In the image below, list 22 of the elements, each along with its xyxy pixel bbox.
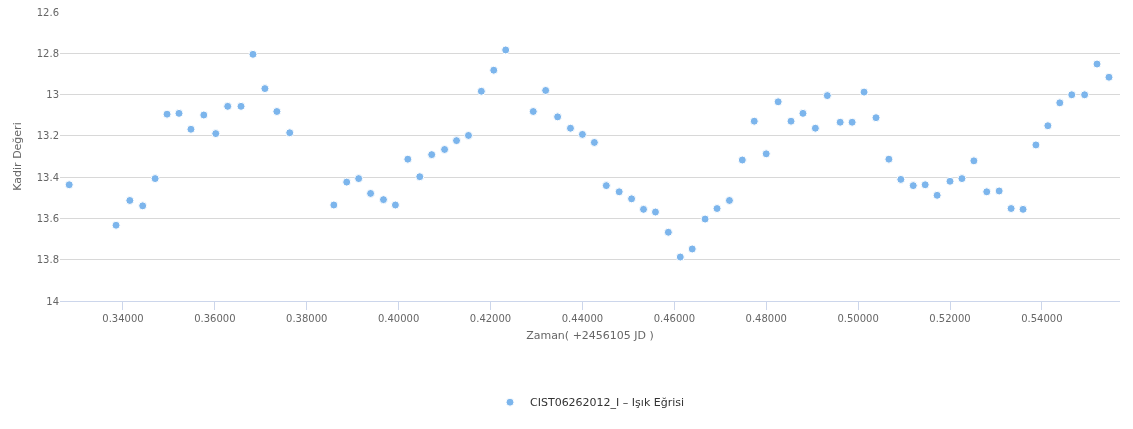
x-tick-label: 0.48000 xyxy=(745,313,787,324)
y-tick-label: 12.8 xyxy=(36,47,59,59)
x-tick-label: 0.54000 xyxy=(1021,313,1063,324)
x-tick-label: 0.36000 xyxy=(194,313,236,324)
y-tick-label: 13.8 xyxy=(36,254,59,266)
y-tick-label: 12.6 xyxy=(36,6,59,18)
y-tick-label: 13.6 xyxy=(36,212,59,224)
y-axis-title: Kadir Değeri xyxy=(11,122,25,191)
y-tick-label: 13.4 xyxy=(36,171,59,183)
x-axis-title: Zaman( +2456105 JD ) xyxy=(526,329,654,343)
x-tick-label: 0.40000 xyxy=(377,313,420,324)
x-tick-label: 0.52000 xyxy=(929,313,971,324)
y-tick-label: 13.2 xyxy=(36,130,59,142)
x-tick-label: 0.50000 xyxy=(837,313,879,324)
y-tick-label: 14 xyxy=(46,295,59,307)
legend-label: CIST06262012_I – Işık Eğrisi xyxy=(530,396,685,410)
x-tick-label: 0.46000 xyxy=(653,313,695,324)
x-tick-label: 0.38000 xyxy=(286,313,328,324)
y-tick-label: 13 xyxy=(46,89,59,101)
x-tick-label: 0.34000 xyxy=(102,313,144,324)
x-tick-label: 0.42000 xyxy=(469,313,512,324)
x-tick-label: 0.44000 xyxy=(561,313,604,324)
